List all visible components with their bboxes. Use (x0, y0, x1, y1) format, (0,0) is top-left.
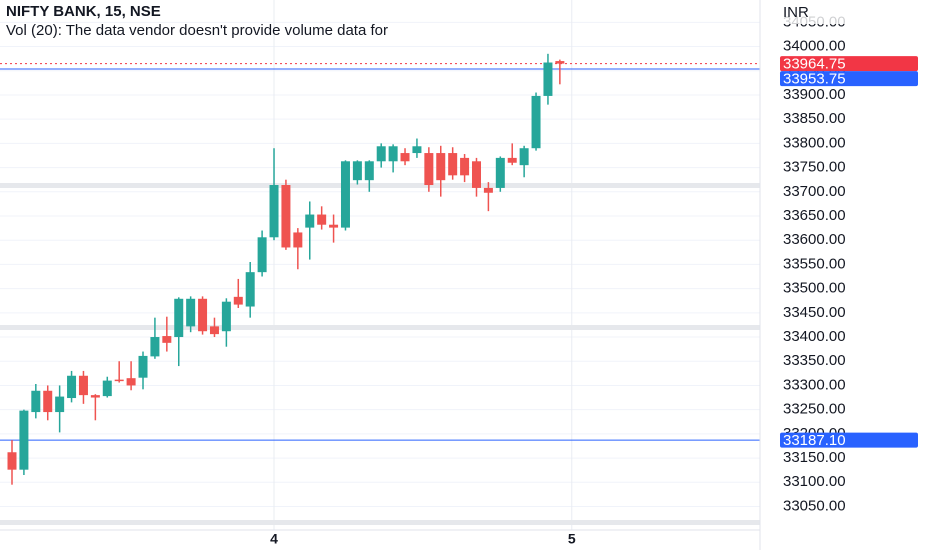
candle-body (531, 95, 541, 149)
candle-body (281, 185, 291, 248)
candle-body (233, 296, 243, 305)
candle-body (436, 153, 446, 181)
candle-body (471, 161, 481, 188)
y-tick-label: 33350.00 (783, 352, 846, 369)
y-tick-label: 33150.00 (783, 449, 846, 466)
candle-body (329, 224, 339, 228)
y-tick-label: 33550.00 (783, 255, 846, 272)
y-tick-label: 33300.00 (783, 376, 846, 393)
candle-body (7, 452, 17, 470)
price-badge-label: 33964.75 (783, 56, 846, 73)
x-tick-label: 4 (270, 531, 278, 547)
chart-title: NIFTY BANK, 15, NSE (6, 3, 161, 20)
candle-body (31, 390, 41, 413)
price-badge (780, 71, 918, 87)
candle-body (174, 298, 184, 338)
candle-body (448, 153, 458, 176)
y-tick-label: 33400.00 (783, 328, 846, 345)
candle-body (198, 298, 208, 332)
candle-body (543, 62, 553, 96)
candle-body (67, 375, 77, 399)
candle-body (555, 61, 565, 64)
chart-subtitle: Vol (20): The data vendor doesn't provid… (6, 22, 388, 39)
candle-body (55, 396, 65, 413)
pane-separator (0, 325, 760, 330)
y-tick-label: 34000.00 (783, 38, 846, 55)
grid (0, 0, 760, 530)
y-tick-label: 33050.00 (783, 497, 846, 514)
candle-body (114, 379, 124, 382)
y-tick-label: 33600.00 (783, 231, 846, 248)
y-axis: 33050.0033100.0033150.0033200.0033250.00… (780, 13, 918, 514)
y-tick-label: 33800.00 (783, 134, 846, 151)
candle-body (412, 146, 422, 154)
candle-body (90, 395, 100, 398)
candle-body (186, 298, 196, 327)
currency: INR (783, 4, 809, 21)
candle-body (376, 146, 386, 162)
candle-body (400, 153, 410, 162)
y-tick-label: 33450.00 (783, 304, 846, 321)
candle-body (102, 380, 112, 397)
pane-separator (0, 520, 760, 525)
candle-body (495, 157, 505, 188)
candle-body (293, 232, 303, 248)
y-tick-label: 33250.00 (783, 401, 846, 418)
candle-body (519, 148, 529, 166)
candle-body (424, 153, 434, 186)
y-tick-label: 33100.00 (783, 473, 846, 490)
candle-body (317, 214, 327, 225)
y-tick-label: 33850.00 (783, 110, 846, 127)
candle-body (388, 146, 398, 162)
x-tick-label: 5 (568, 531, 576, 547)
y-tick-label: 33700.00 (783, 183, 846, 200)
pane-separator (0, 183, 760, 188)
candle-body (269, 185, 279, 238)
candle-body (221, 301, 231, 332)
candle-body (209, 326, 219, 335)
axis-cover (770, 0, 920, 24)
candle-body (305, 214, 315, 228)
candle-body (78, 375, 88, 396)
candle-body (257, 237, 267, 273)
candle-body (483, 187, 493, 193)
candle-body (364, 161, 374, 181)
candle-body (150, 337, 160, 357)
candle-body (340, 161, 350, 228)
candle-body (460, 157, 470, 176)
candle-body (19, 410, 29, 470)
candle-body (43, 390, 53, 413)
candle-body (162, 336, 172, 343)
price-badge (780, 56, 918, 72)
candle-body (126, 378, 136, 386)
price-badge-label: 33187.10 (783, 432, 846, 449)
candle-body (507, 157, 517, 163)
candle-body (245, 272, 255, 307)
price-badge-label: 33953.75 (783, 71, 846, 88)
y-tick-label: 33900.00 (783, 86, 846, 103)
y-tick-label: 33650.00 (783, 207, 846, 224)
candle-body (352, 161, 362, 181)
candle-body (138, 355, 148, 378)
price-badge (780, 432, 918, 448)
price-axis (760, 0, 932, 550)
y-tick-label: 33500.00 (783, 280, 846, 297)
y-tick-label: 33750.00 (783, 159, 846, 176)
candles (7, 53, 565, 485)
